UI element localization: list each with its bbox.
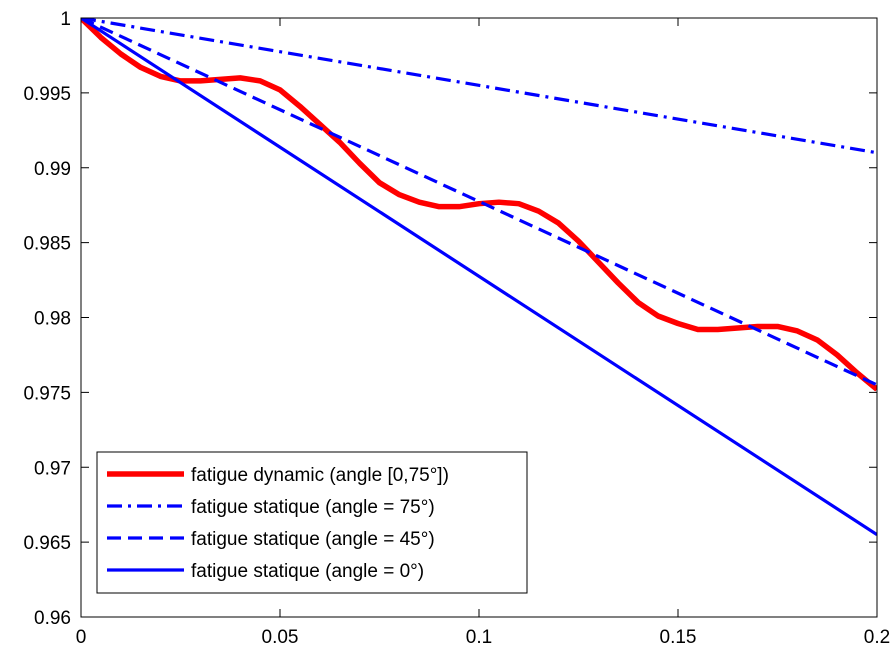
y-tick-label: 0.96 xyxy=(34,608,71,629)
x-tick-label: 0.15 xyxy=(660,627,697,648)
series-line-1 xyxy=(81,18,877,392)
y-tick-label: 1 xyxy=(60,9,71,30)
x-tick-label: 0.05 xyxy=(262,627,299,648)
y-tick-label: 0.965 xyxy=(23,533,71,554)
legend-label: fatigue dynamic (angle [0,75°]) xyxy=(191,465,449,486)
legend-label: fatigue statique (angle = 45°) xyxy=(191,529,435,550)
y-tick-label: 0.995 xyxy=(23,84,71,105)
y-tick-label: 0.985 xyxy=(23,234,71,255)
series-line-2 xyxy=(81,18,877,155)
x-tick-label: 0.2 xyxy=(864,627,890,648)
axes: 0 0.05 0.1 0.15 0.2 0.96 0.965 0.97 0.975 0.98 0.9… xyxy=(23,9,890,648)
legend: fatigue dynamic (angle [0,75°]) fatigue s… xyxy=(96,451,528,594)
plot-area xyxy=(81,18,877,536)
y-tick-label: 0.98 xyxy=(34,309,71,330)
series-line-4 xyxy=(81,18,877,536)
y-tick-label: 0.99 xyxy=(34,159,71,180)
x-tick-label: 0.1 xyxy=(466,627,492,648)
legend-label: fatigue statique (angle = 0°) xyxy=(191,561,424,582)
y-tick-label: 0.97 xyxy=(34,458,71,479)
x-tick-label: 0 xyxy=(76,627,87,648)
y-tick-label: 0.975 xyxy=(23,383,71,404)
legend-label: fatigue statique (angle = 75°) xyxy=(191,497,435,518)
